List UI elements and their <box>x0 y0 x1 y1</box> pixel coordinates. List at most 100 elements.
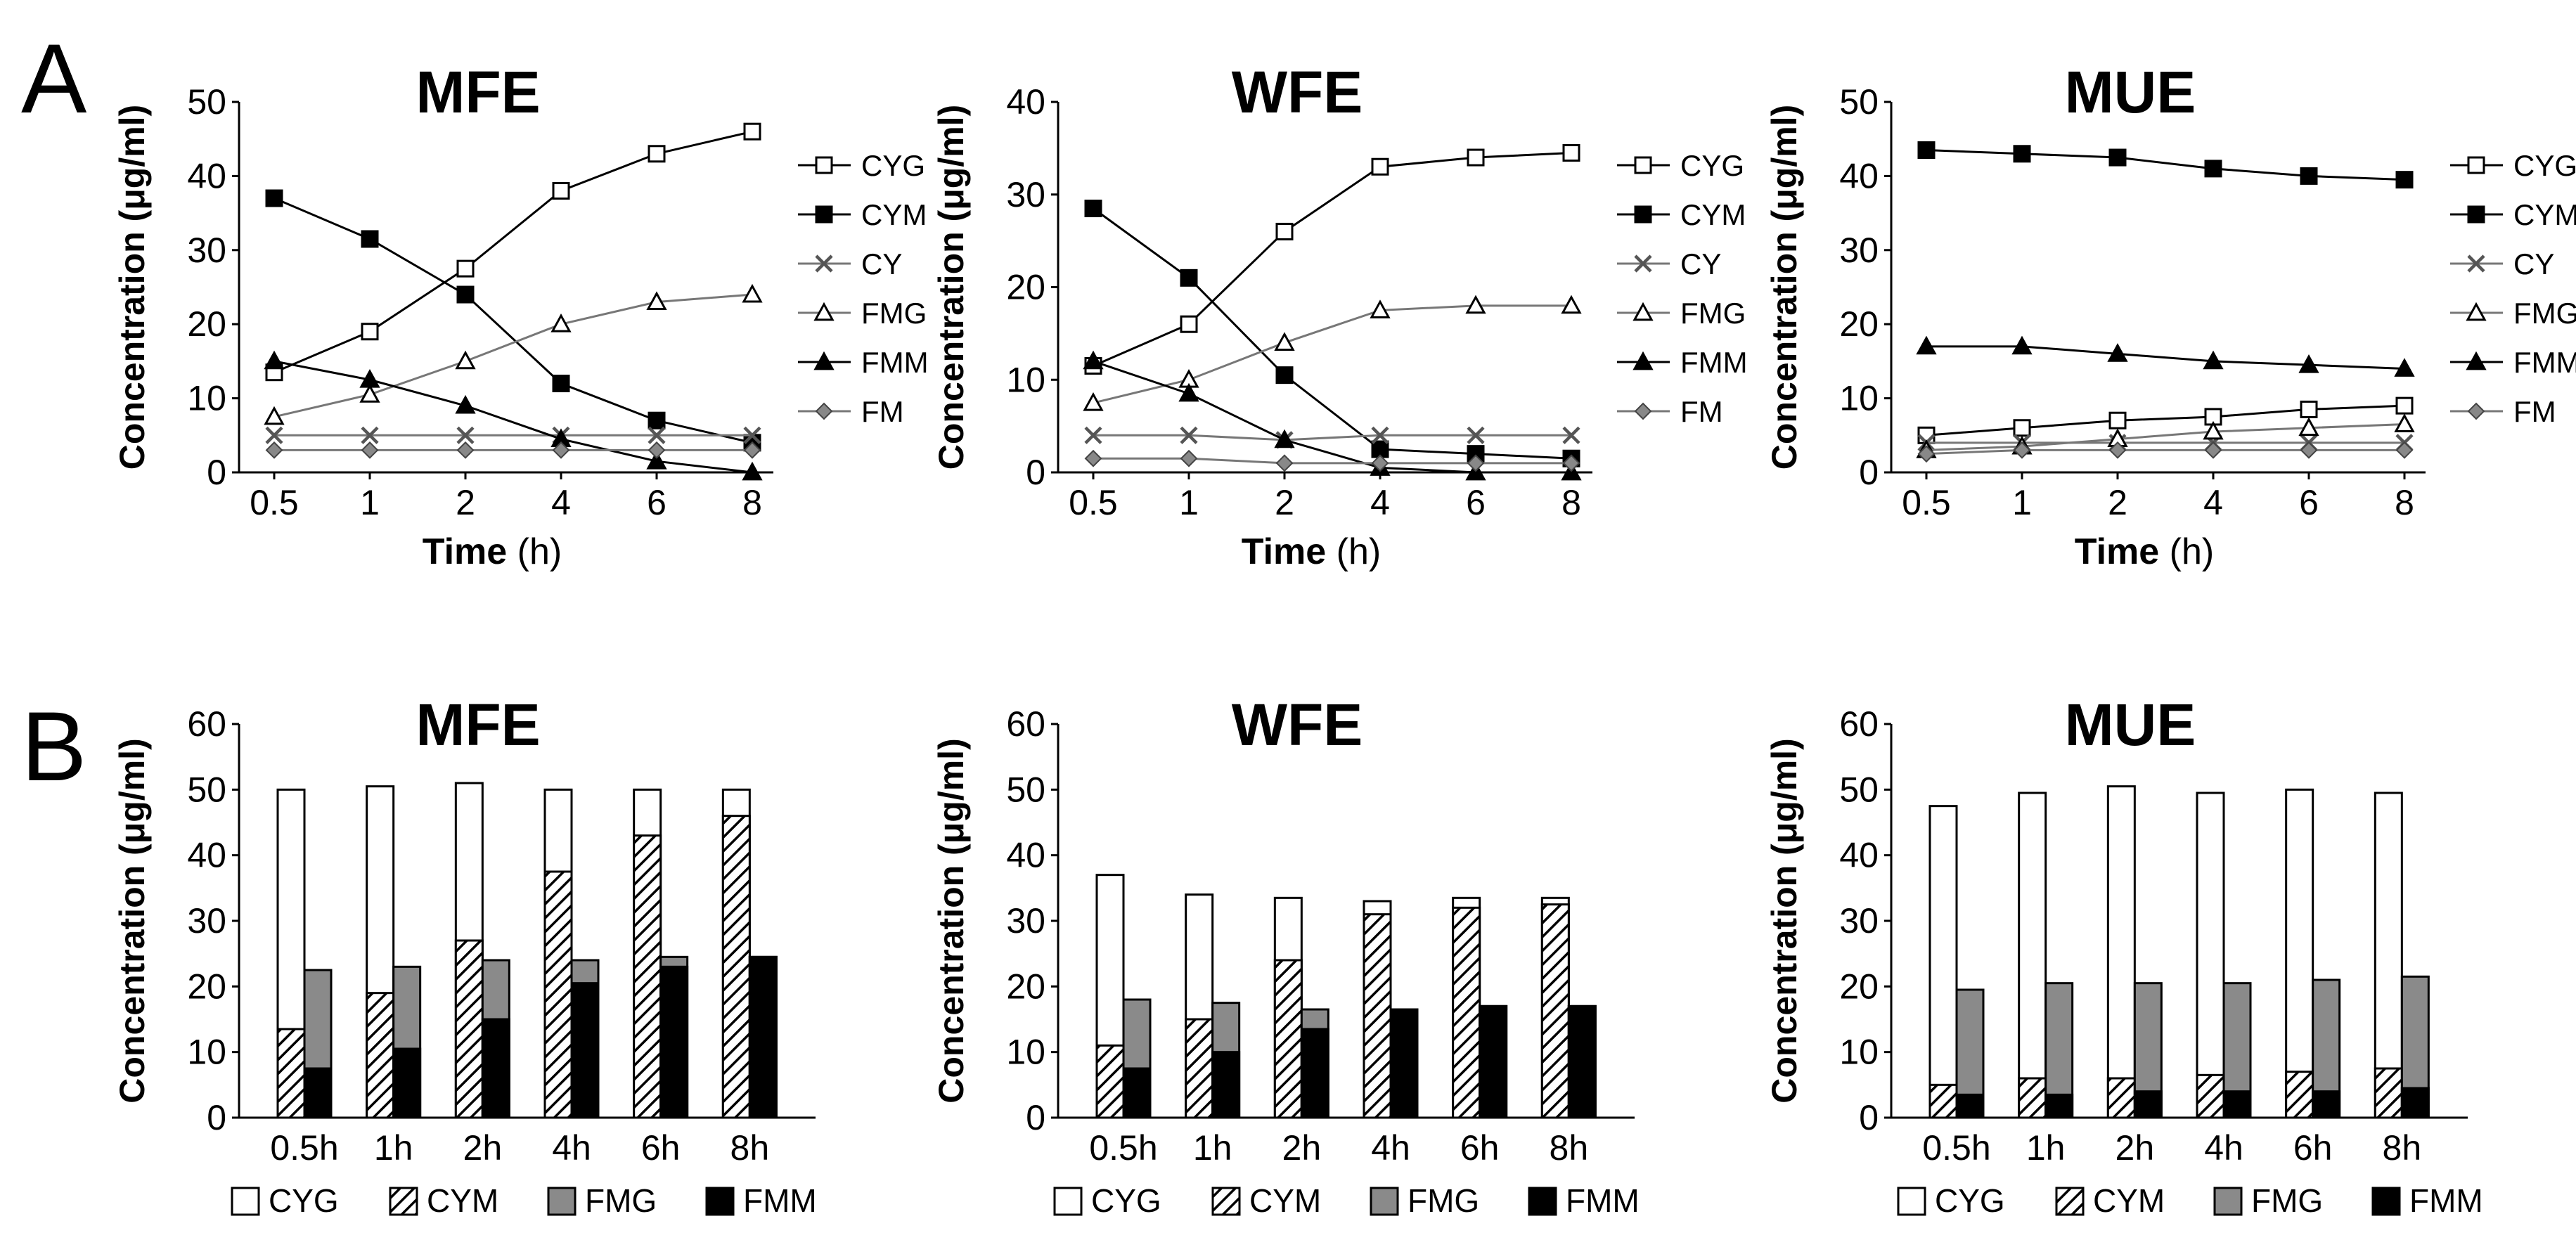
bar-chart-mue-legend-item-fmm-label: FMM <box>2409 1182 2483 1219</box>
line-chart-wfe-series-cyg-point-1 <box>1180 315 1198 333</box>
line-chart-mfe-series-cyg-point-5 <box>743 122 761 141</box>
bar-chart-wfe-group-4h-label: 4h <box>1371 1128 1410 1168</box>
bar-chart-mfe-group-8h: 8h <box>721 788 778 1168</box>
bar-chart-mfe-group-4h-bar-fmm <box>570 982 600 1119</box>
bar-chart-mfe-title: MFE <box>416 692 540 758</box>
line-chart-wfe-legend-item-fm-marker <box>1634 402 1652 420</box>
line-chart-wfe-legend-item-cy: CY <box>1617 247 1721 280</box>
line-chart-mue-xlabel-bold: Time <box>2075 531 2159 572</box>
bar-chart-mue-group-2h-bar-cym <box>2106 1077 2136 1119</box>
line-chart-mfe-series-fmg-point-4 <box>646 291 667 310</box>
bar-chart-mue-legend-item-cym-label: CYM <box>2093 1182 2165 1219</box>
bar-chart-mfe-legend-item-cyg-swatch <box>231 1187 260 1216</box>
bar-chart-mue-group-4h-bar-fmm <box>2222 1090 2252 1119</box>
line-chart-mue-series-fm-point-2 <box>2108 441 2127 459</box>
line-chart-wfe-series-fmg-point-2 <box>1274 332 1295 351</box>
line-chart-mue-legend-item-fmm: FMM <box>2450 346 2576 379</box>
line-chart-wfe-series-fmm-point-2 <box>1274 429 1295 448</box>
line-chart-mue-legend-item-cy: CY <box>2450 247 2554 280</box>
bar-chart-mfe-group-0-5h: 0.5h <box>270 788 339 1168</box>
line-chart-mue-title: MUE <box>2065 59 2196 125</box>
line-chart-mfe-series-cy-point-5 <box>743 426 761 444</box>
bar-chart-wfe-group-8h-bar-cym <box>1540 903 1570 1119</box>
bar-chart-wfe-ytick-label-0: 0 <box>1026 1098 1045 1137</box>
line-chart-mue-ytick-label-30: 30 <box>1839 231 1879 270</box>
line-chart-mfe-ytick-label-50: 50 <box>187 82 226 122</box>
line-chart-wfe-series-cyg-point-4 <box>1467 148 1485 167</box>
line-chart-mfe-series-cyg-point-1 <box>361 323 379 341</box>
line-chart-mfe-legend-item-fm: FM <box>798 395 904 428</box>
line-chart-mfe-xlabel: Time (h) <box>423 531 562 572</box>
line-chart-mue-series-cym-point-1 <box>2013 145 2031 163</box>
line-chart-mfe-series-fmm-point-2 <box>455 394 476 414</box>
line-chart-mfe-series-cy-point-4-stroke-2 <box>648 426 666 444</box>
bar-chart-mue-group-0-5h-bar-cym <box>1928 1083 1958 1119</box>
line-chart-wfe-series-cym <box>1084 200 1580 467</box>
line-chart-mue-series-fmm-line <box>1926 345 2405 370</box>
bar-chart-mfe-group-2h-bar-fmm <box>481 1018 510 1119</box>
bar-chart-wfe-ytick-label-60: 60 <box>1006 704 1045 744</box>
bar-chart-mfe-group-1h-bar-fmm <box>392 1047 422 1119</box>
bar-chart-wfe-group-4h-bar-fmm <box>1389 1008 1419 1119</box>
line-chart-mfe-legend-item-cyg-marker <box>815 156 833 174</box>
bar-chart-wfe-legend-item-fmg: FMG <box>1370 1182 1479 1219</box>
line-chart-mfe-series-cym-point-1 <box>361 230 379 248</box>
line-chart-mue-ytick-label-40: 40 <box>1839 156 1879 195</box>
line-chart-wfe-legend-item-cy-marker <box>1634 254 1652 273</box>
line-chart-mue-legend-item-fm-label: FM <box>2513 395 2556 428</box>
line-chart-mue-legend-item-cym-marker <box>2467 205 2485 224</box>
bar-chart-wfe-ylabel: Concentration (μg/ml) <box>932 738 971 1103</box>
bar-chart-mue-group-2h: 2h <box>2106 785 2163 1168</box>
bar-chart-mfe-group-2h: 2h <box>454 782 510 1168</box>
line-chart-wfe-legend-item-cy-label: CY <box>1680 247 1721 280</box>
bar-chart-mue-group-4h-label: 4h <box>2204 1128 2243 1168</box>
line-chart-mfe-xtick-label-4: 4 <box>551 483 571 522</box>
bar-chart-mue-group-8h-bar-cyg <box>2374 792 2403 1119</box>
line-chart-mfe-xtick-label-2: 2 <box>456 483 475 522</box>
bar-chart-mue: MUE 0 10 20 30 40 50 60 Concentration (μg/ml) 0.5… <box>1765 692 2483 1219</box>
line-chart-wfe-legend-item-cyg: CYG <box>1617 149 1744 182</box>
line-chart-mfe-series-fm-point-1 <box>361 441 379 459</box>
line-chart-mfe-legend-item-fm-marker <box>815 402 833 420</box>
line-chart-mfe-legend-item-cym-marker <box>815 205 833 224</box>
line-chart-mfe-series-fmg-line <box>273 293 753 418</box>
bar-chart-wfe-ytick-label-10: 10 <box>1006 1033 1045 1072</box>
bar-chart-mfe-ytick-label-40: 40 <box>187 836 226 875</box>
bar-chart-wfe-group-2h-bar-cym <box>1273 959 1303 1119</box>
bar-chart-wfe-legend-item-cyg: CYG <box>1053 1182 1161 1219</box>
line-chart-wfe-xtick-label-0-5: 0.5 <box>1069 483 1118 522</box>
line-chart-wfe-legend-item-cyg-marker <box>1634 156 1652 174</box>
line-chart-mue-legend-item-cy-marker-stroke-2 <box>2467 254 2485 273</box>
line-chart-mfe-series-fmm-point-1 <box>359 369 380 388</box>
line-chart-wfe-series-cy <box>1084 426 1580 449</box>
bar-chart-mue-legend-item-fmg: FMG <box>2213 1182 2323 1219</box>
line-chart-wfe-series-fmg-point-0 <box>1083 392 1104 411</box>
bar-chart-mue-ytick-label-40: 40 <box>1839 836 1879 875</box>
bar-chart-mue-group-2h-label: 2h <box>2115 1128 2155 1168</box>
line-chart-mfe-legend: CYG CYM CY FMG FMM FM <box>798 149 929 428</box>
line-chart-mfe-series-cyg-line <box>273 130 753 374</box>
line-chart-mue-legend-item-cyg-marker <box>2467 156 2485 174</box>
line-chart-wfe-series-cy-point-5 <box>1562 426 1580 444</box>
line-chart-wfe-ylabel: Concentration (μg/ml) <box>932 105 971 470</box>
bar-chart-mue-group-4h: 4h <box>2196 792 2252 1168</box>
bar-chart-wfe-group-0-5h-bar-cym <box>1095 1044 1125 1119</box>
bar-chart-mfe-legend-item-fmm-swatch <box>705 1187 735 1216</box>
line-chart-mfe-series-cy-point-1-stroke-2 <box>361 426 379 444</box>
bar-chart-wfe-group-6h-bar-fmm <box>1479 1004 1508 1119</box>
line-chart-mue-series-fmm-point-4 <box>2298 354 2319 373</box>
line-chart-wfe-ytick-label-0: 0 <box>1026 453 1045 492</box>
line-chart-wfe-series-cy-point-5-stroke-2 <box>1562 426 1580 444</box>
bar-chart-wfe-ytick-label-30: 30 <box>1006 901 1045 941</box>
bar-chart-mue-group-0-5h-bar-fmm <box>1955 1093 1985 1119</box>
bar-chart-wfe-group-4h: 4h <box>1363 900 1419 1168</box>
line-chart-mue-xlabel-unit: (h) <box>2159 531 2214 572</box>
bar-chart-wfe-ytick-label-40: 40 <box>1006 836 1045 875</box>
bar-chart-mfe: MFE 0 10 20 30 40 50 60 Concentration (μg/ml) 0.5… <box>112 692 817 1219</box>
line-chart-mfe-title: MFE <box>416 59 540 125</box>
bar-chart-mue-group-0-5h-label: 0.5h <box>1922 1128 1990 1168</box>
bar-chart-wfe-legend-item-fmm: FMM <box>1528 1182 1640 1219</box>
line-chart-mue-ytick-label-50: 50 <box>1839 82 1879 122</box>
